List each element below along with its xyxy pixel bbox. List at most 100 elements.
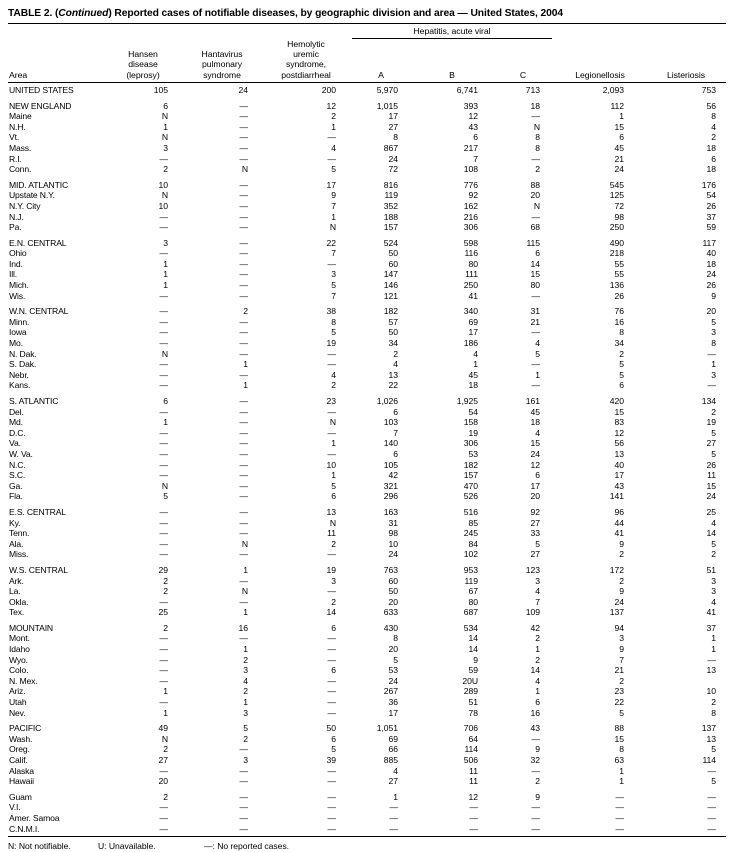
cell-value: — [239,470,248,481]
row-area-label: S. ATLANTIC [9,396,59,407]
cell-value: 105 [153,84,168,95]
cell-value: 2 [163,586,168,597]
cell-value: — [159,697,168,708]
cell-value: 7 [535,596,540,607]
cell-value: — [239,549,248,560]
cell-value: 2 [243,733,248,744]
cell-value: — [239,222,248,233]
table-row: Wyo. — 2 — 5 9 2 7 — [8,655,726,666]
footnote-unavailable: U: Unavailable. [98,841,156,852]
cell-value: 51 [706,564,717,575]
table-row: Vt. N — — 8 6 8 6 2 [8,132,726,143]
cell-value: — [159,380,168,391]
cell-value: N [161,348,168,359]
cell-value: 5 [535,348,540,359]
cell-value: 42 [530,622,541,633]
row-area-label: Maine [9,111,32,122]
cell-value: 516 [463,506,478,517]
cell-value: 1 [243,359,248,370]
cell-value: — [239,153,248,164]
cell-value: N [161,190,168,201]
cell-value: 16 [530,707,541,718]
cell-value: 5 [619,707,624,718]
cell-value: 8 [393,132,398,143]
cell-value: — [239,290,248,301]
cell-value: 119 [384,190,398,201]
cell-value: — [327,348,336,359]
cell-value: — [327,707,336,718]
cell-value: 24 [238,84,249,95]
cell-value: — [707,654,716,665]
cell-value: — [327,427,336,438]
table-row: D.C. — — — 7 19 4 12 5 [8,428,726,439]
cell-value: 84 [468,538,479,549]
table-row: Mo. — — 19 34 186 4 34 8 [8,338,726,349]
cell-value: 63 [614,755,625,766]
cell-value: 14 [326,607,337,618]
title-rule [8,23,726,24]
cell-value: 1 [243,697,248,708]
table-row: E.S. CENTRAL — — 13 163 516 92 96 25 [8,507,726,518]
cell-value: — [159,406,168,417]
row-area-label: Idaho [9,644,30,655]
cell-value: 69 [468,316,479,327]
cell-value: — [469,812,478,823]
cell-value: 2 [711,132,716,143]
cell-value: 55 [614,258,625,269]
cell-value: 245 [463,528,478,539]
cell-value: 20 [388,644,399,655]
table-row: Nev. 1 3 — 17 78 16 5 8 [8,708,726,719]
cell-value: N [161,480,168,491]
cell-value: 96 [614,506,625,517]
cell-value: 13 [388,369,399,380]
cell-value: 80 [468,596,479,607]
row-area-label: N. Mex. [9,675,38,686]
cell-value: 25 [706,506,717,517]
cell-value: 21 [530,316,541,327]
cell-value: 6 [619,132,624,143]
cell-value: 1 [163,280,168,291]
cell-value: 1 [163,417,168,428]
cell-value: 3 [331,269,336,280]
cell-value: 4 [535,586,540,597]
cell-value: — [239,132,248,143]
cell-value: — [239,765,248,776]
cell-value: 1 [163,707,168,718]
table-row: UNITED STATES 105 24 200 5,970 6,741 713 2,093 7… [8,85,726,96]
cell-value: 1 [535,369,540,380]
cell-value: 43 [468,121,479,132]
cell-value: — [239,438,248,449]
cell-value: 2 [619,675,624,686]
table-row: Wis. — — 7 121 41 — 26 9 [8,291,726,302]
cell-value: 15 [614,406,625,417]
cell-value: 5 [619,369,624,380]
cell-value: 85 [468,517,479,528]
row-area-label: PACIFIC [9,723,42,734]
cell-value: 24 [388,153,399,164]
cell-value: — [327,153,336,164]
table-row: N.Y. City 10 — 7 352 162 N 72 26 [8,201,726,212]
cell-value: 1 [619,111,624,122]
cell-value: — [239,327,248,338]
cell-value: 3 [163,142,168,153]
cell-value: — [531,211,540,222]
cell-value: — [707,765,716,776]
cell-value: 114 [464,744,478,755]
cell-value: 20 [388,596,399,607]
cell-value: 2 [163,744,168,755]
cell-value: — [159,812,168,823]
cell-value: 4 [535,675,540,686]
cell-value: N [161,733,168,744]
cell-value: 14 [530,258,541,269]
cell-value: N [329,222,336,233]
cell-value: 2 [535,633,540,644]
cell-value: 18 [706,258,717,269]
cell-value: 2 [163,575,168,586]
cell-value: 111 [465,269,478,280]
row-area-label: Ill. [9,269,17,280]
table-header: Hepatitis, acute viral Area Hansen disea… [8,24,726,85]
cell-value: 42 [388,470,399,481]
table-row: W.S. CENTRAL 29 1 19 763 953 123 172 51 [8,565,726,576]
cell-value: 15 [614,733,625,744]
cell-value: 34 [614,338,625,349]
